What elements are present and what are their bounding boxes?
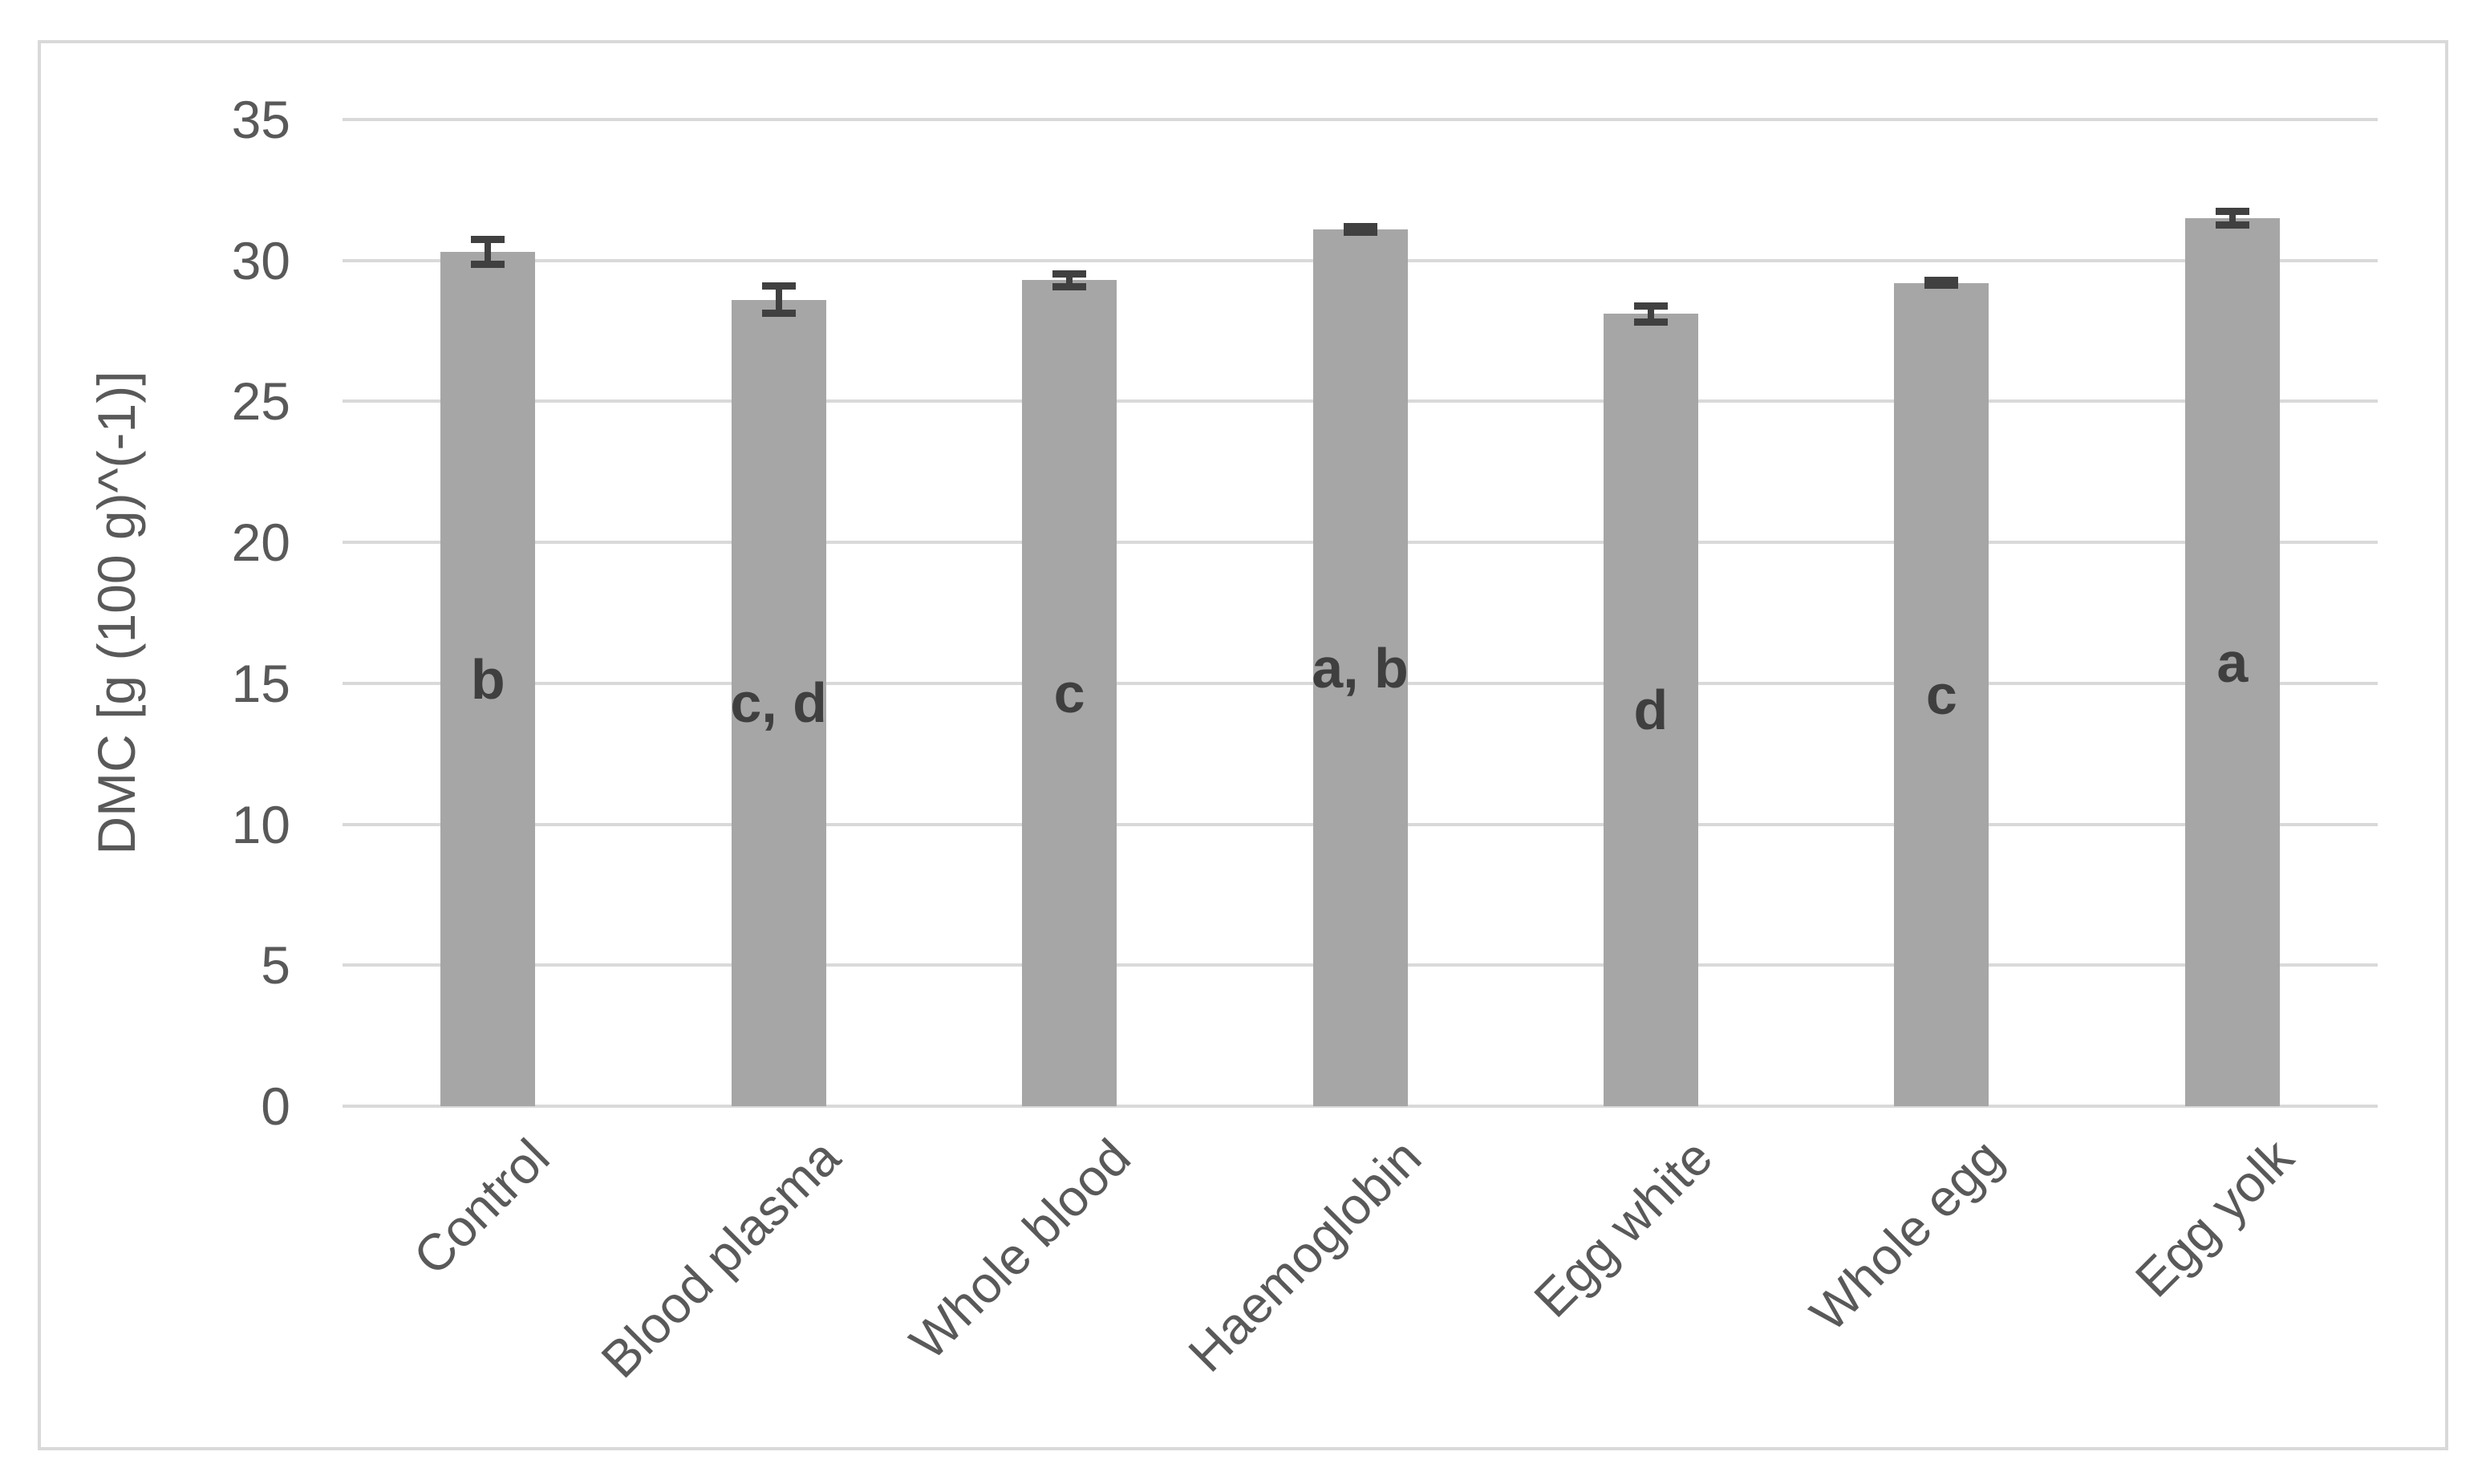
error-bar-top-cap-egg-white: [1633, 302, 1668, 310]
bar-egg-white: [1603, 314, 1698, 1106]
error-bar-bottom-cap-whole-egg: [1924, 282, 1959, 290]
y-tick-label-25: 25: [231, 371, 290, 432]
y-tick-label-5: 5: [261, 935, 290, 995]
significance-letter-blood-plasma: c, d: [730, 671, 827, 735]
plot-area: 0 5 10 15 20 25 30 35 b Control c, d Blood plasma c W…: [41, 43, 2445, 1447]
y-tick-label-20: 20: [231, 513, 290, 573]
bar-haemoglobin: [1312, 229, 1408, 1106]
y-tick-label-10: 10: [231, 794, 290, 854]
significance-letter-egg-yolk: a: [2216, 630, 2249, 694]
x-tick-label-haemoglobin: Haemoglobin: [1178, 1128, 1433, 1383]
gridline-35: [343, 118, 2378, 121]
error-bar-line-blood-plasma: [775, 286, 782, 314]
x-tick-label-egg-yolk: Egg yolk: [2124, 1128, 2305, 1308]
error-bar-line-control: [485, 239, 492, 265]
y-tick-label-30: 30: [231, 230, 290, 290]
bar-control: [440, 252, 536, 1106]
bar-egg-yolk: [2184, 218, 2280, 1106]
x-tick-label-egg-white: Egg white: [1523, 1128, 1724, 1328]
error-bar-bottom-cap-control: [471, 260, 505, 268]
error-bar-bottom-cap-egg-white: [1633, 318, 1668, 326]
error-bar-top-cap-blood-plasma: [761, 282, 796, 290]
chart-frame: DMC [g (100 g)^(-1)] 0 5 10 15 20 25 30 35 b Cont…: [38, 40, 2448, 1450]
error-bar-bottom-cap-blood-plasma: [761, 310, 796, 318]
significance-letter-control: b: [470, 647, 505, 711]
error-bar-bottom-cap-haemoglobin: [1343, 229, 1377, 237]
significance-letter-whole-blood: c: [1053, 662, 1085, 725]
gridline-0: [343, 1105, 2378, 1108]
bar-whole-egg: [1894, 282, 1989, 1106]
bar-blood-plasma: [731, 299, 826, 1106]
x-tick-label-control: Control: [402, 1128, 561, 1286]
error-bar-line-egg-white: [1647, 305, 1654, 323]
y-tick-label-35: 35: [231, 90, 290, 149]
y-tick-label-0: 0: [261, 1077, 290, 1136]
error-bar-top-cap-whole-egg: [1924, 277, 1959, 285]
x-tick-label-whole-egg: Whole egg: [1799, 1128, 2014, 1343]
error-bar-line-whole-blood: [1066, 273, 1073, 288]
error-bar-top-cap-whole-blood: [1052, 270, 1087, 278]
x-tick-label-whole-blood: Whole blood: [898, 1128, 1142, 1371]
error-bar-top-cap-haemoglobin: [1343, 222, 1377, 230]
significance-letter-egg-white: d: [1633, 679, 1669, 742]
error-bar-bottom-cap-egg-yolk: [2215, 221, 2249, 229]
error-bar-bottom-cap-whole-blood: [1052, 283, 1087, 291]
significance-letter-haemoglobin: a, b: [1312, 636, 1409, 699]
x-tick-label-blood-plasma: Blood plasma: [590, 1128, 851, 1389]
y-tick-label-15: 15: [231, 653, 290, 713]
error-bar-top-cap-egg-yolk: [2215, 208, 2249, 216]
error-bar-line-egg-yolk: [2228, 211, 2236, 225]
bar-whole-blood: [1022, 280, 1117, 1106]
significance-letter-whole-egg: c: [1925, 663, 1957, 726]
error-bar-top-cap-control: [471, 236, 505, 244]
